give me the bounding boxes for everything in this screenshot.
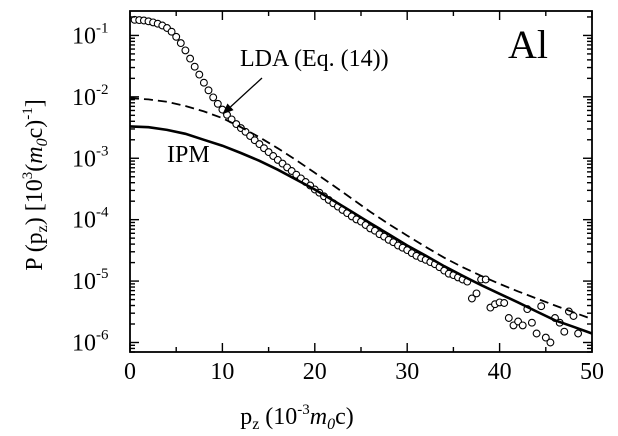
data-point bbox=[546, 338, 555, 347]
x-tick-label: 30 bbox=[395, 359, 419, 385]
tick-labels: 0 10 20 30 40 50 10-1 10-2 10-3 10-4 10-5 10-6 bbox=[72, 20, 604, 385]
x-tick-label: 50 bbox=[580, 359, 604, 385]
data-point bbox=[199, 78, 208, 87]
data-point bbox=[560, 327, 569, 336]
x-axis-label: pz (10-3m0c) bbox=[240, 402, 354, 433]
data-point bbox=[186, 54, 195, 63]
lda-annotation: LDA (Eq. (14)) bbox=[240, 46, 389, 72]
y-tick-label: 10-6 bbox=[72, 327, 109, 356]
y-tick-label: 10-3 bbox=[72, 143, 109, 172]
y-tick-label: 10-5 bbox=[72, 266, 109, 295]
data-point bbox=[541, 333, 550, 342]
axis-ticks bbox=[129, 11, 593, 353]
data-point bbox=[472, 289, 481, 298]
data-point bbox=[518, 321, 527, 330]
y-tick-label: 10-2 bbox=[72, 82, 109, 111]
x-tick-label: 10 bbox=[210, 359, 234, 385]
data-point bbox=[213, 99, 222, 108]
data-point bbox=[176, 39, 185, 48]
data-point bbox=[574, 329, 583, 338]
y-axis-label: P (pz) [103(m0c)-1] bbox=[20, 99, 51, 271]
x-tick-label: 20 bbox=[303, 359, 327, 385]
lda-curve bbox=[129, 97, 593, 320]
data-point bbox=[504, 314, 513, 322]
lda-arrow bbox=[230, 77, 263, 108]
y-tick-label: 10-1 bbox=[72, 20, 109, 49]
data-point bbox=[195, 70, 204, 79]
y-tick-label: 10-4 bbox=[72, 205, 109, 234]
data-point bbox=[527, 318, 536, 327]
data-point bbox=[181, 46, 190, 55]
data-point bbox=[167, 27, 176, 36]
ipm-curve bbox=[129, 125, 593, 335]
data-point bbox=[190, 62, 199, 71]
data-point bbox=[467, 294, 476, 303]
panel-label: Al bbox=[508, 22, 548, 67]
data-point bbox=[172, 32, 181, 41]
ipm-annotation: IPM bbox=[167, 142, 210, 168]
data-point bbox=[209, 93, 218, 102]
lda-arrowhead bbox=[222, 103, 234, 115]
x-tick-label: 0 bbox=[124, 359, 136, 385]
x-tick-label: 40 bbox=[488, 359, 512, 385]
data-point bbox=[569, 312, 578, 320]
data-point bbox=[204, 86, 213, 95]
data-point bbox=[500, 299, 509, 307]
data-point bbox=[532, 329, 541, 338]
data-point bbox=[537, 302, 546, 311]
